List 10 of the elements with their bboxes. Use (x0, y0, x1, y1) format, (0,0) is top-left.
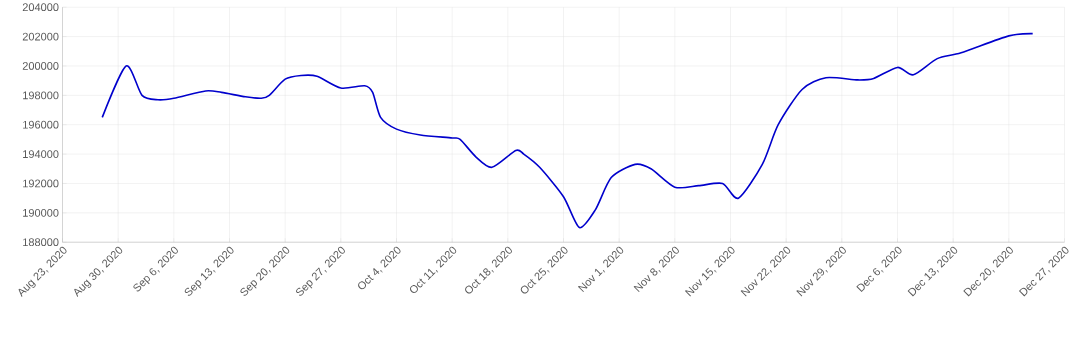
y-tick-label: 194000 (23, 150, 59, 158)
y-tick-label: 196000 (23, 120, 59, 129)
y-tick-label: 198000 (23, 91, 59, 100)
y-tick-label: 192000 (23, 179, 59, 188)
line-series (101, 32, 1034, 229)
y-tick-label: 190000 (23, 208, 59, 217)
y-tick-label: 202000 (22, 32, 59, 41)
y-tick-label: 204000 (22, 3, 59, 11)
y-tick-label: 200000 (22, 61, 59, 70)
y-tick-label: 188000 (23, 238, 59, 247)
